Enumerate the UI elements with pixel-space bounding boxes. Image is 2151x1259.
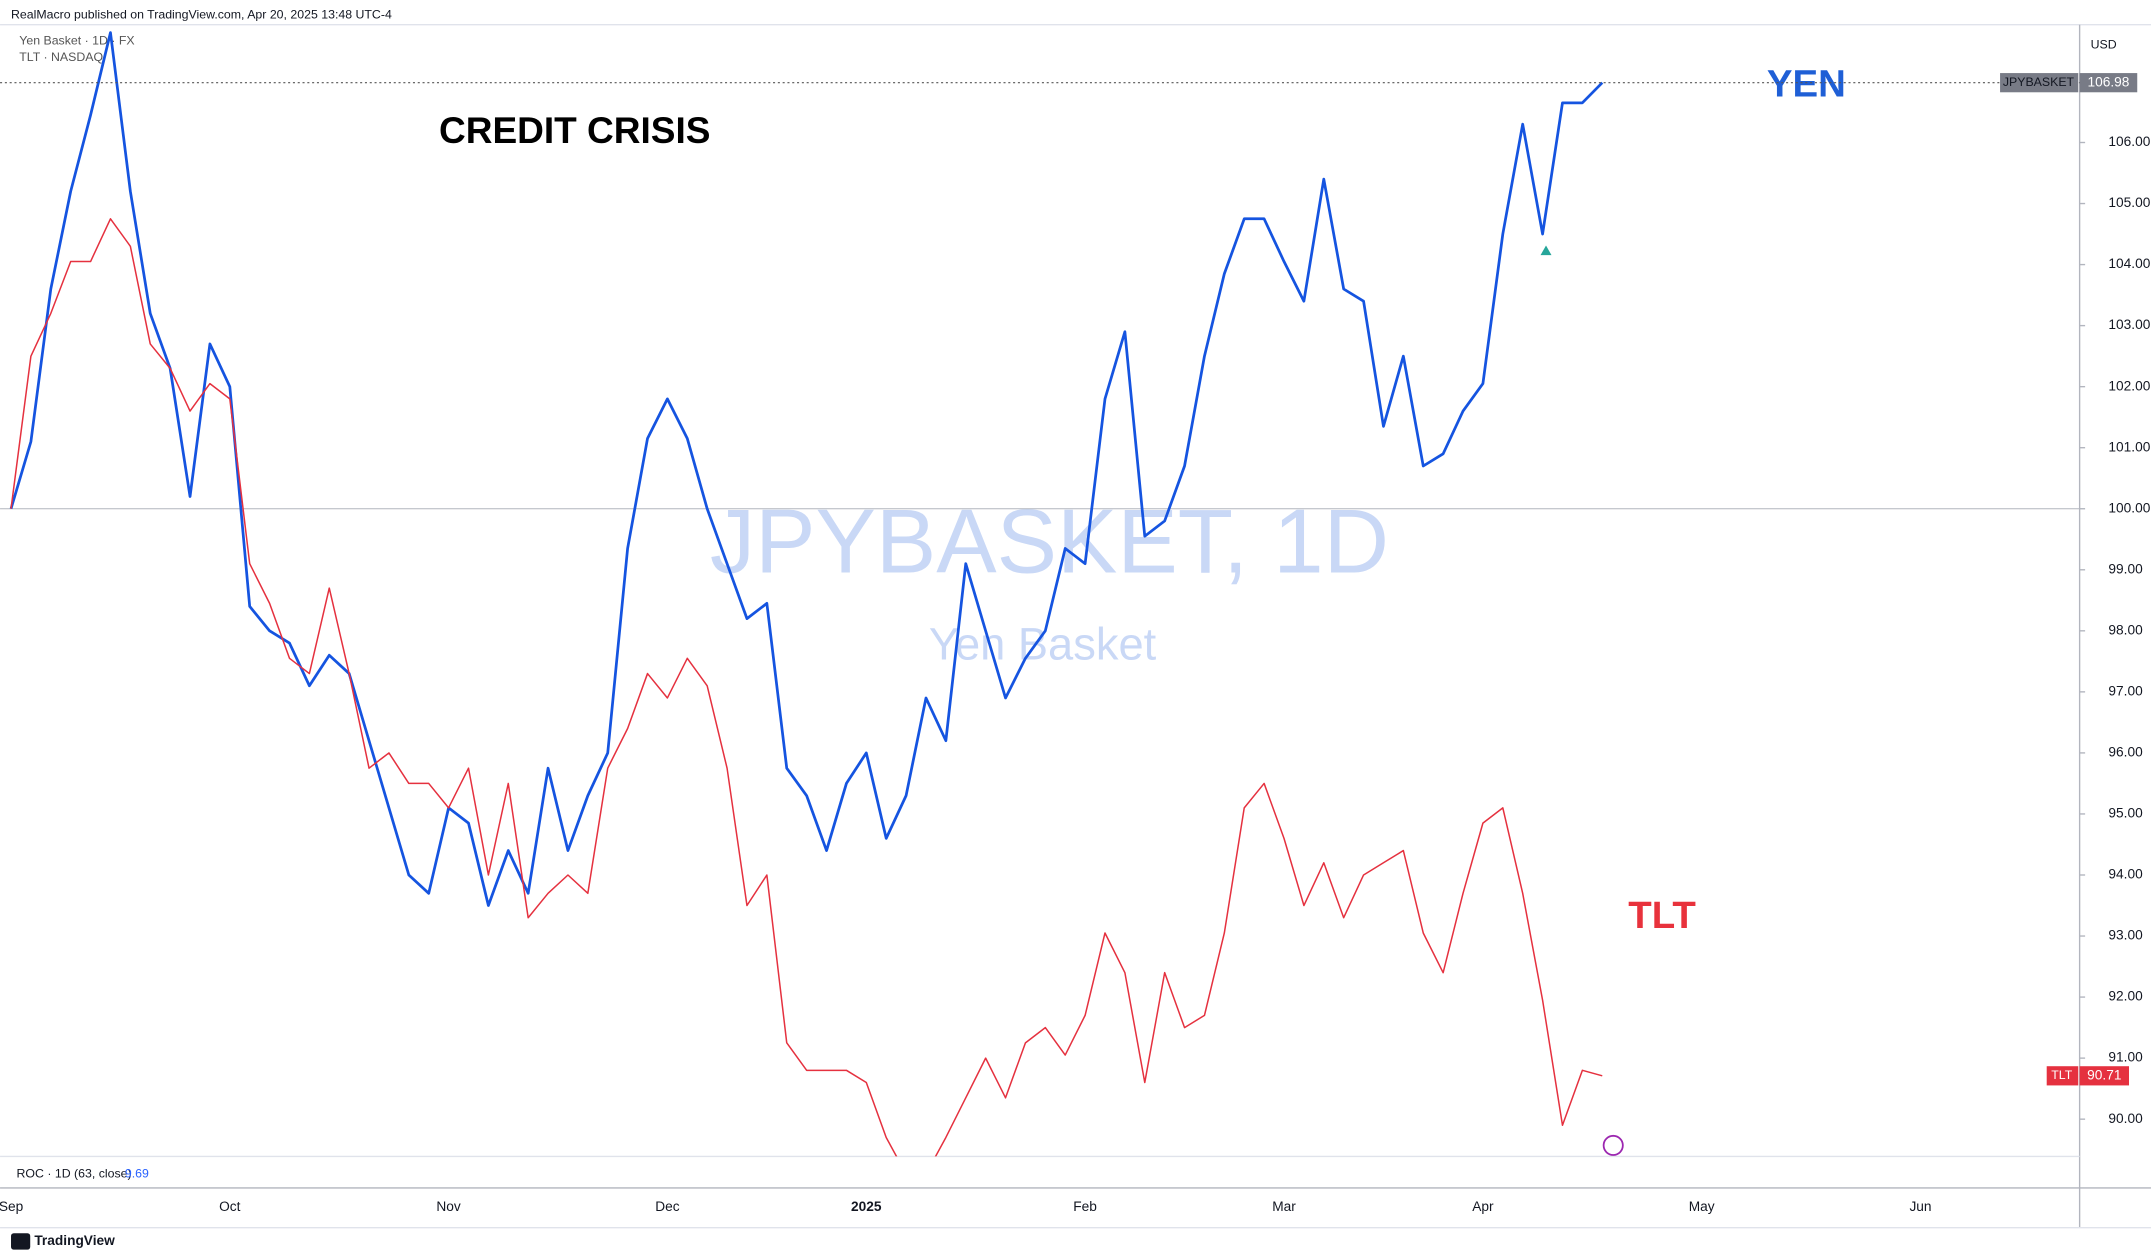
y-tick-label: 90.00 [2108, 1111, 2143, 1126]
plot [9, 31, 1604, 1157]
event-icon [1602, 1134, 1624, 1156]
price-tag-value: 106.98 [2087, 74, 2129, 89]
price-tag-bg [2079, 73, 2138, 93]
y-tick-label: 98.00 [2108, 622, 2143, 637]
currency: USD [2091, 38, 2117, 52]
y-tick-label: 105.00 [2108, 195, 2150, 210]
series-line [9, 31, 1604, 907]
watermark: JPYBASKET, 1D [710, 492, 1389, 593]
x-tick-label: May [1689, 1199, 1715, 1214]
price-tag-name-bg [2046, 1066, 2079, 1086]
legend-tlt: TLT · NASDAQ [19, 50, 103, 64]
footer: TradingView [34, 1233, 115, 1248]
y-tick-label: 103.00 [2108, 317, 2150, 332]
y-tick-label: 96.00 [2108, 745, 2143, 760]
price-tag-name-bg [2000, 73, 2079, 93]
y-tick-label: 93.00 [2108, 928, 2143, 943]
annotation-credit-crisis: CREDIT CRISIS [439, 109, 710, 151]
y-tick-label: 94.00 [2108, 867, 2143, 882]
y-tick-label: 104.00 [2108, 256, 2150, 271]
x-tick-label: Mar [1272, 1199, 1296, 1214]
x-tick-label: Feb [1073, 1199, 1097, 1214]
price-tag-name: JPYBASKET [2003, 75, 2075, 89]
tv-logo [11, 1233, 31, 1250]
indicator-label: ROC · 1D (63, close) [17, 1166, 132, 1180]
x-tick-label: Apr [1472, 1199, 1494, 1214]
series-line [10, 218, 1603, 1157]
x-tick-label: 2025 [851, 1199, 882, 1214]
y-tick-label: 91.00 [2108, 1050, 2143, 1065]
y-tick-label: 92.00 [2108, 989, 2143, 1004]
x-tick-label: Oct [219, 1199, 241, 1214]
x-tick-label: Jun [1909, 1199, 1931, 1214]
price-tag-name: TLT [2051, 1068, 2072, 1082]
y-tick-label: 106.00 [2108, 134, 2150, 149]
legend-yen: Yen Basket · 1D · FX [19, 33, 134, 47]
price-tag-bg [2079, 1066, 2130, 1086]
y-tick-label: 100.00 [2108, 500, 2150, 515]
annotation-yen: YEN [1767, 63, 1846, 106]
x-tick-label: Dec [655, 1199, 680, 1214]
x-tick-label: Nov [436, 1199, 461, 1214]
annotation-tlt: TLT [1628, 894, 1696, 937]
y-tick-label: 101.00 [2108, 439, 2150, 454]
indicator-value: 9.69 [125, 1166, 149, 1180]
x-tick-label: Sep [0, 1199, 24, 1214]
y-tick-label: 102.00 [2108, 378, 2150, 393]
watermark-sub: Yen Basket [929, 618, 1157, 669]
signal-marker [1540, 245, 1552, 256]
y-tick-label: 97.00 [2108, 683, 2143, 698]
price-tag-value: 90.71 [2087, 1067, 2121, 1082]
y-tick-label: 99.00 [2108, 561, 2143, 576]
y-tick-label: 95.00 [2108, 806, 2143, 821]
header: RealMacro published on TradingView.com, … [11, 7, 392, 21]
